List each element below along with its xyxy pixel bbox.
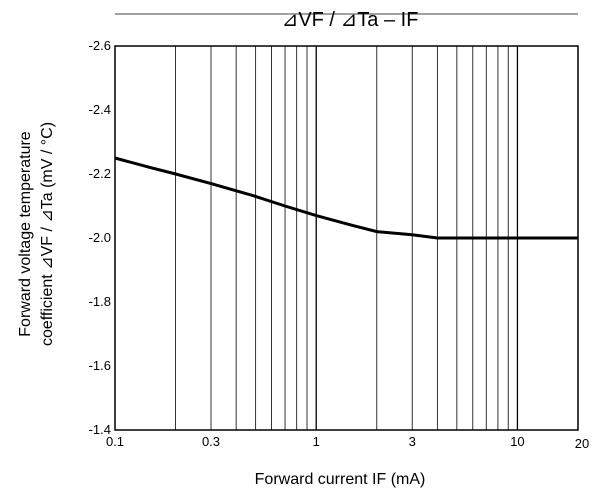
y-tick-label: -1.6 <box>89 358 111 373</box>
y-tick-label: -2.0 <box>89 230 111 245</box>
y-axis-label-line-2: coefficient ⊿VF / ⊿Ta (mV / °C) <box>39 122 56 346</box>
x-tick-label: 0.1 <box>106 434 124 449</box>
y-tick-label: -1.4 <box>89 422 111 437</box>
x-tick-labels: 0.1 0.3 1 3 10 20 <box>106 434 589 451</box>
series-line <box>114 156 578 240</box>
y-tick-labels: -2.6 -2.4 -2.2 -2.0 -1.8 -1.6 -1.4 <box>89 38 111 437</box>
y-tick-label: -2.6 <box>89 38 111 53</box>
x-tick-label: 10 <box>510 434 524 449</box>
x-tick-label: 3 <box>409 434 416 449</box>
y-axis-label-line-1: Forward voltage temperature <box>17 131 34 337</box>
x-tick-label: 1 <box>313 434 320 449</box>
y-tick-label: -2.4 <box>89 102 111 117</box>
x-axis-label: Forward current IF (mA) <box>255 471 426 488</box>
chart-title: ⊿VF / ⊿Ta – IF <box>282 9 419 31</box>
y-tick-label: -1.8 <box>89 294 111 309</box>
x-tick-label: 0.3 <box>202 434 220 449</box>
grid-minor <box>115 13 578 430</box>
y-tick-label: -2.2 <box>89 166 111 181</box>
x-tick-label: 20 <box>575 436 589 451</box>
